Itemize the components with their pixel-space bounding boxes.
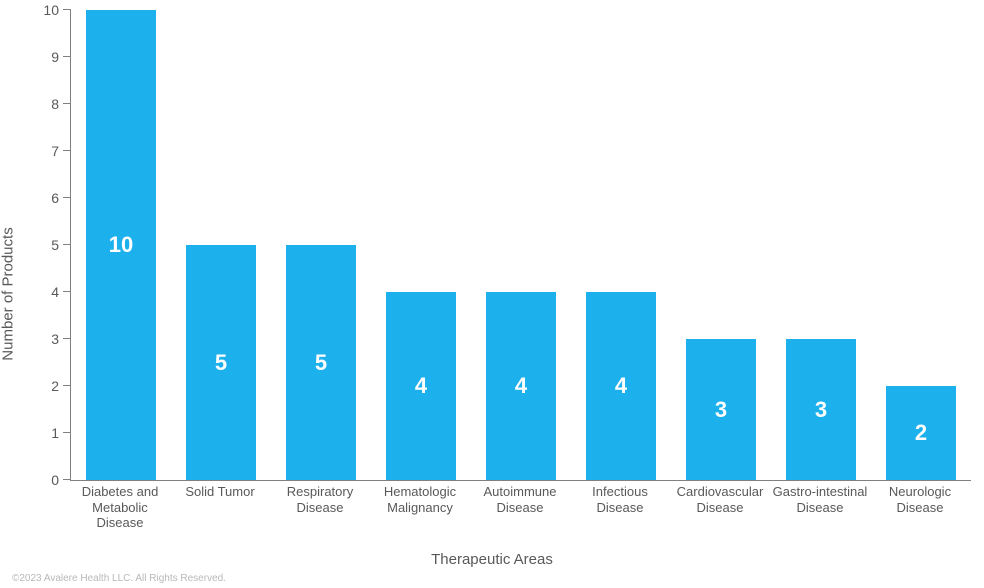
y-axis-tick-label: 7: [51, 143, 59, 159]
bar-value-label: 3: [815, 397, 827, 423]
bar: 4: [586, 292, 656, 480]
bar: 2: [886, 386, 956, 480]
x-axis-label: Therapeutic Areas: [0, 551, 984, 568]
bar-value-label: 4: [615, 373, 627, 399]
y-axis-tick: [63, 197, 71, 198]
bar-value-label: 5: [315, 350, 327, 376]
y-axis-tick: [63, 150, 71, 151]
bar: 5: [286, 245, 356, 480]
bar-value-label: 3: [715, 397, 727, 423]
y-axis-label: Number of Products: [0, 227, 17, 360]
y-axis-tick: [63, 291, 71, 292]
bar: 4: [386, 292, 456, 480]
plot-area: 1055444332 012345678910: [70, 10, 971, 481]
bar-slot: 5: [271, 10, 371, 480]
y-axis-tick: [63, 56, 71, 57]
y-axis-tick-label: 5: [51, 237, 59, 253]
bar-slot: 4: [571, 10, 671, 480]
y-axis-tick-label: 6: [51, 190, 59, 206]
bar-slot: 3: [671, 10, 771, 480]
y-axis-tick: [63, 9, 71, 10]
bar: 4: [486, 292, 556, 480]
y-axis-tick-label: 4: [51, 284, 59, 300]
bar-slot: 10: [71, 10, 171, 480]
bar-slot: 5: [171, 10, 271, 480]
y-axis-tick: [63, 432, 71, 433]
y-axis-tick-label: 9: [51, 49, 59, 65]
copyright-text: ©2023 Avalere Health LLC. All Rights Res…: [12, 573, 226, 584]
bar-value-label: 4: [515, 373, 527, 399]
bar-value-label: 10: [109, 232, 133, 258]
x-axis-tick-label: Hematologic Malignancy: [370, 484, 470, 531]
x-axis-tick-label: Neurologic Disease: [870, 484, 970, 531]
bar-slot: 4: [371, 10, 471, 480]
y-axis-tick: [63, 385, 71, 386]
bar: 5: [186, 245, 256, 480]
y-axis-tick-label: 10: [43, 2, 59, 18]
bar-slot: 2: [871, 10, 971, 480]
bars-container: 10 5 5 4 4 4 3 3 2: [71, 10, 971, 480]
y-axis-tick-label: 8: [51, 96, 59, 112]
bar-value-label: 4: [415, 373, 427, 399]
x-axis-tick-label: Autoimmune Disease: [470, 484, 570, 531]
products-by-therapeutic-area-chart: Number of Products 10 5 5 4 4 4 3 3 2 0 1 2 3 4 5 6 7 8 9…: [0, 0, 984, 588]
x-axis-tick-label: Respiratory Disease: [270, 484, 370, 531]
bar-slot: 4: [471, 10, 571, 480]
y-axis-tick-label: 0: [51, 472, 59, 488]
x-axis-tick-label: Diabetes and Metabolic Disease: [70, 484, 170, 531]
bar: 3: [686, 339, 756, 480]
bar: 3: [786, 339, 856, 480]
y-axis-tick-label: 3: [51, 331, 59, 347]
x-axis-tick-label: Infectious Disease: [570, 484, 670, 531]
y-axis-tick: [63, 338, 71, 339]
x-axis-tick-label: Gastro-intestinal Disease: [770, 484, 870, 531]
x-axis-tick-labels: Diabetes and Metabolic DiseaseSolid Tumo…: [70, 484, 970, 531]
y-axis-tick: [63, 479, 71, 480]
bar-slot: 3: [771, 10, 871, 480]
x-axis-tick-label: Cardiovascular Disease: [670, 484, 770, 531]
y-axis-tick-label: 1: [51, 425, 59, 441]
y-axis-tick: [63, 103, 71, 104]
y-axis-tick-label: 2: [51, 378, 59, 394]
x-axis-tick-label: Solid Tumor: [170, 484, 270, 531]
bar: 10: [86, 10, 156, 480]
bar-value-label: 2: [915, 420, 927, 446]
y-axis-tick: [63, 244, 71, 245]
bar-value-label: 5: [215, 350, 227, 376]
